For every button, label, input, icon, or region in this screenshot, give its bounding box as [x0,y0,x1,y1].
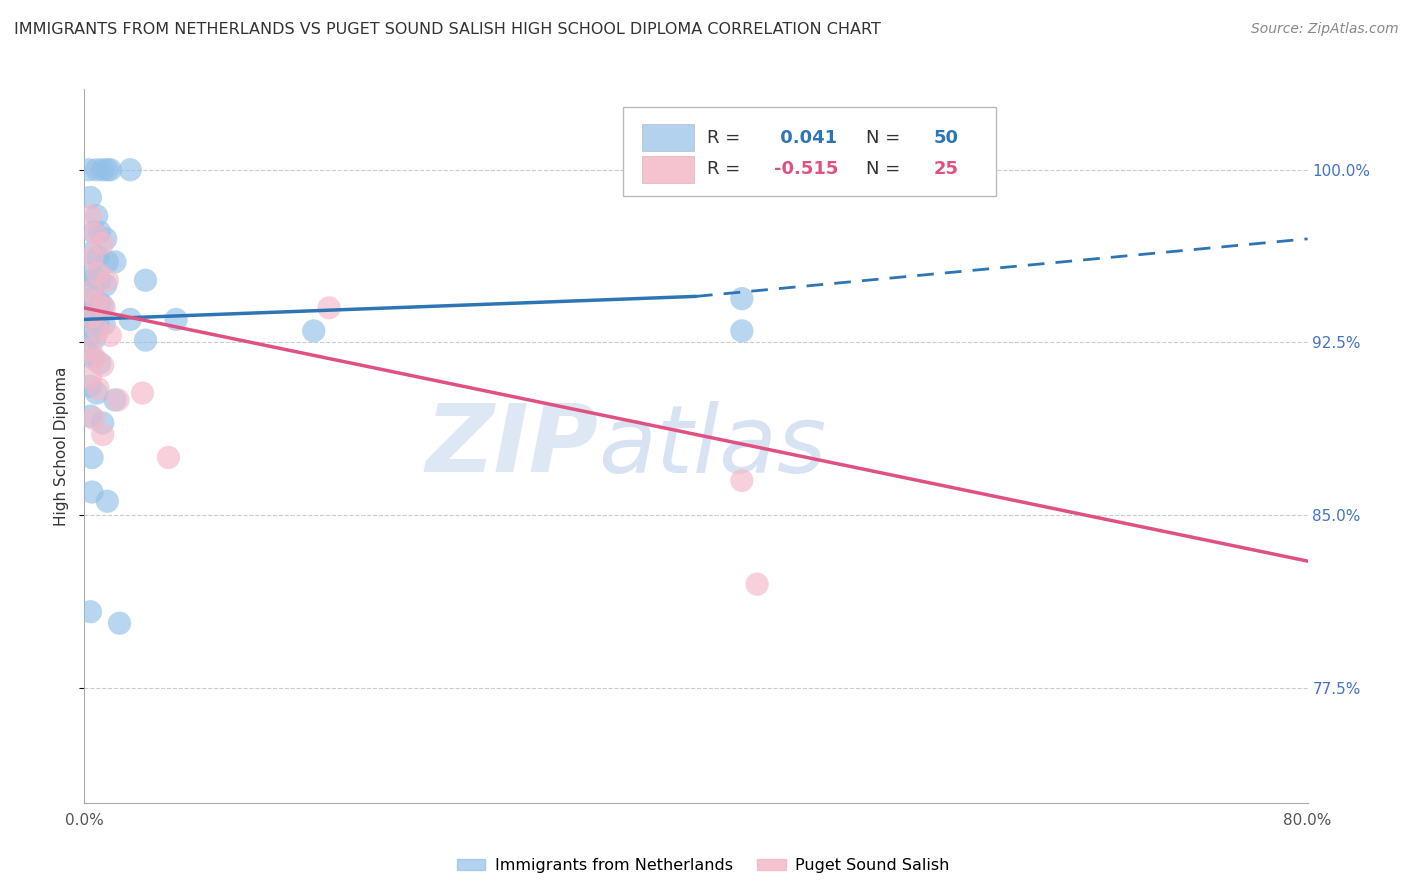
Point [747,577,769,591]
Point [731,474,754,488]
Point [83,225,105,239]
Point [80,292,103,306]
Point [135,273,157,287]
Point [77,347,100,361]
Text: R =: R = [707,128,747,146]
Point [79,343,101,357]
Y-axis label: High School Diploma: High School Diploma [53,367,69,525]
Point [98,328,121,343]
Point [96,494,118,508]
Point [86,162,108,177]
Point [84,227,107,242]
FancyBboxPatch shape [643,155,693,183]
Point [94,232,117,246]
Point [93,301,115,315]
Point [79,190,101,204]
Point [157,450,180,465]
Point [83,411,105,425]
Point [79,209,101,223]
Point [79,409,101,423]
Point [96,273,118,287]
Point [77,287,100,301]
Point [91,299,114,313]
Point [84,331,107,345]
Point [87,266,110,280]
Point [93,317,115,331]
Point [77,308,100,322]
Point [83,312,105,326]
Point [87,317,110,331]
Point [79,379,101,393]
Point [165,312,187,326]
Point [135,333,157,347]
Point [84,271,107,285]
Point [87,250,110,264]
Legend: Immigrants from Netherlands, Puget Sound Salish: Immigrants from Netherlands, Puget Sound… [450,852,956,880]
FancyBboxPatch shape [623,107,995,196]
Text: IMMIGRANTS FROM NETHERLANDS VS PUGET SOUND SALISH HIGH SCHOOL DIPLOMA CORRELATIO: IMMIGRANTS FROM NETHERLANDS VS PUGET SOU… [14,22,882,37]
Point [96,255,118,269]
Point [86,386,108,401]
Point [98,162,121,177]
Point [89,356,111,370]
Point [731,292,754,306]
Point [89,273,111,287]
Point [83,351,105,366]
Text: -0.515: -0.515 [775,161,838,178]
Point [120,162,142,177]
FancyBboxPatch shape [643,124,693,152]
Point [302,324,325,338]
Point [84,351,107,366]
Text: ZIP: ZIP [425,400,598,492]
Text: R =: R = [707,161,747,178]
Point [87,381,110,395]
Point [77,266,100,280]
Point [91,359,114,373]
Point [89,296,111,310]
Point [96,162,118,177]
Point [86,293,108,308]
Point [91,162,114,177]
Point [107,392,129,407]
Text: Source: ZipAtlas.com: Source: ZipAtlas.com [1251,22,1399,37]
Point [104,392,127,407]
Point [108,616,131,631]
Point [86,293,108,308]
Text: 0.041: 0.041 [775,128,838,146]
Point [89,225,111,239]
Point [86,209,108,223]
Point [77,162,100,177]
Text: atlas: atlas [598,401,827,491]
Point [91,416,114,430]
Text: N =: N = [866,161,905,178]
Point [79,605,101,619]
Point [79,285,101,299]
Text: 50: 50 [934,128,959,146]
Point [87,324,110,338]
Point [91,427,114,442]
Point [80,485,103,500]
Point [80,250,103,264]
Point [104,255,127,269]
Point [94,277,117,292]
Point [120,312,142,326]
Point [79,370,101,384]
Point [731,324,754,338]
Point [80,310,103,324]
Point [91,236,114,251]
Point [131,386,153,401]
Point [80,245,103,260]
Point [80,450,103,465]
Text: 25: 25 [934,161,959,178]
Text: N =: N = [866,128,905,146]
Point [79,328,101,343]
Point [318,301,340,315]
